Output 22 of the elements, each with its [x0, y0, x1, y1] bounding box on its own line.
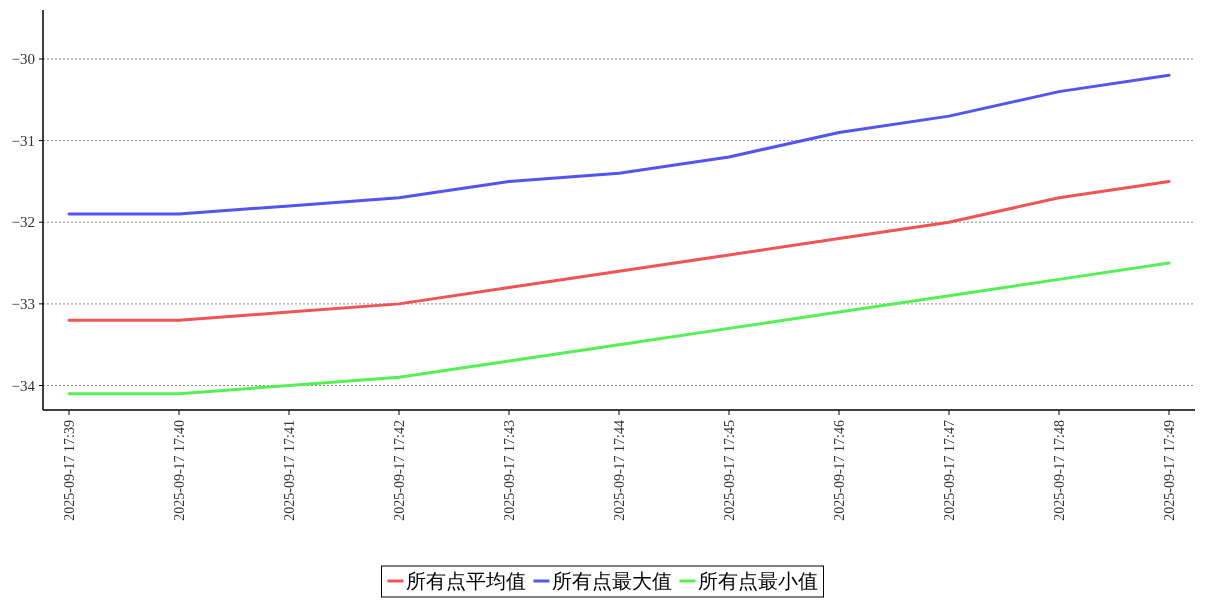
x-tick-label: 2025-09-17 17:39: [62, 420, 77, 521]
x-tick-label: 2025-09-17 17:45: [722, 420, 737, 521]
y-tick-label: −34: [11, 377, 36, 394]
line-series: [67, 261, 1171, 396]
legend-label: 所有点最大值: [551, 570, 672, 592]
x-tick-label: 2025-09-17 17:42: [392, 420, 407, 521]
legend-label: 所有点平均值: [405, 570, 526, 592]
y-tick-label: −33: [11, 295, 35, 312]
line-series: [67, 73, 1171, 216]
y-tick-label: −30: [11, 50, 35, 67]
y-tick-label: −32: [11, 214, 35, 231]
x-tick-label: 2025-09-17 17:48: [1052, 420, 1067, 521]
x-tick-label: 2025-09-17 17:49: [1162, 420, 1177, 521]
line-series: [67, 179, 1171, 322]
y-tick-label: −31: [11, 132, 35, 149]
x-tick-label: 2025-09-17 17:44: [612, 420, 627, 521]
x-tick-label: 2025-09-17 17:41: [282, 420, 297, 521]
x-tick-label: 2025-09-17 17:40: [172, 420, 187, 521]
x-tick-label: 2025-09-17 17:43: [502, 420, 517, 521]
x-tick-label: 2025-09-17 17:46: [832, 420, 847, 521]
x-tick-label: 2025-09-17 17:47: [942, 420, 957, 521]
legend-label: 所有点最小值: [697, 570, 818, 592]
